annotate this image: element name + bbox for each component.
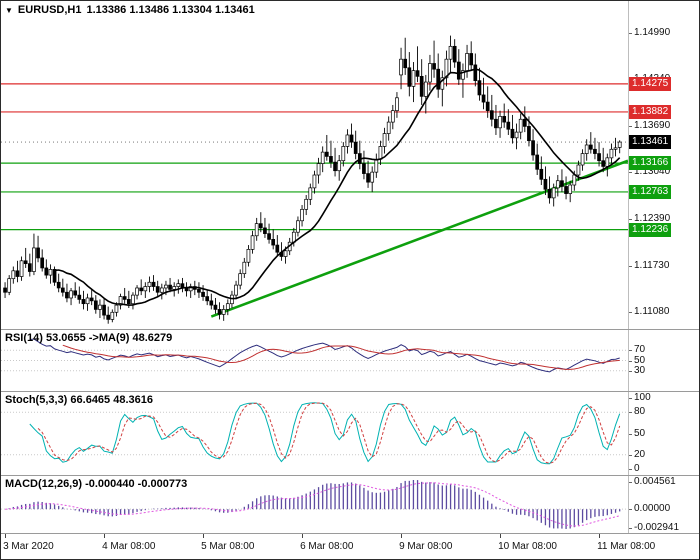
macd-axis-label: 0.004561 — [629, 476, 676, 487]
price-axis-label: 1.11730 — [629, 259, 670, 271]
trendline[interactable] — [210, 159, 628, 318]
time-axis-label: 5 Mar 08:00 — [201, 541, 255, 552]
stoch-axis-label: 0 — [629, 463, 640, 474]
rsi-axis[interactable]: 70 50 30 — [628, 330, 699, 391]
macd-axis[interactable]: 0.004561 0.00000 -0.002941 — [628, 476, 699, 533]
main-chart-canvas[interactable]: ▼ EURUSD,H1 1.13386 1.13486 1.13304 1.13… — [1, 1, 628, 329]
time-axis-label: 4 Mar 08:00 — [102, 541, 156, 552]
rsi-ma-line — [62, 344, 620, 370]
macd-title: MACD(12,26,9) -0.000440 -0.000773 — [5, 478, 188, 490]
stoch-axis-label: 100 — [629, 392, 651, 403]
rsi-axis-label: 30 — [629, 364, 646, 376]
macd-histogram — [8, 480, 621, 529]
macd-panel: MACD(12,26,9) -0.000440 -0.000773 0.0045… — [1, 475, 699, 533]
support-price-label: 1.12236 — [629, 222, 672, 237]
price-axis-label: 1.13040 — [629, 166, 671, 178]
stoch-axis-label: 20 — [629, 448, 646, 460]
price-axis-label: 1.12390 — [629, 212, 671, 224]
time-axis-label: 11 Mar 08:00 — [597, 541, 656, 552]
resistance-price-label: 1.14275 — [629, 76, 672, 91]
time-axis-label: 3 Mar 2020 — [3, 541, 54, 552]
main-chart-panel: ▼ EURUSD,H1 1.13386 1.13486 1.13304 1.13… — [1, 1, 699, 329]
moving-average-line — [54, 68, 621, 307]
price-axis-label: 1.11080 — [629, 306, 670, 318]
chart-dropdown-icon[interactable]: ▼ — [5, 5, 13, 15]
stochastic-title: Stoch(5,3,3) 66.6465 48.3616 — [5, 394, 153, 406]
time-axis-label: 6 Mar 08:00 — [300, 541, 354, 552]
stoch-k-line — [29, 402, 621, 465]
rsi-title: RSI(14) 53.0655 ->MA(9) 48.6279 — [5, 332, 173, 344]
time-axis-tick — [401, 534, 403, 538]
rsi-canvas[interactable]: RSI(14) 53.0655 ->MA(9) 48.6279 — [1, 330, 628, 391]
support-price-label: 1.13166 — [629, 156, 672, 171]
support-price-label: 1.12763 — [629, 184, 672, 199]
chart-ohlc-values: 1.13386 1.13486 1.13304 1.13461 — [86, 4, 255, 16]
resistance-price-label: 1.13882 — [629, 104, 672, 119]
chart-symbol-timeframe: EURUSD,H1 — [17, 4, 82, 16]
time-axis-label: 9 Mar 08:00 — [399, 541, 453, 552]
stoch-axis-label: 80 — [629, 406, 646, 418]
time-axis-label: 10 Mar 08:00 — [498, 541, 557, 552]
stochastic-panel: Stoch(5,3,3) 66.6465 48.3616 100 80 50 20 0 — [1, 391, 699, 475]
rsi-panel: RSI(14) 53.0655 ->MA(9) 48.6279 70 50 30 — [1, 329, 699, 391]
current-price-label: 1.13461 — [629, 135, 672, 150]
rsi-axis-label: 70 — [629, 344, 646, 356]
stochastic-axis[interactable]: 100 80 50 20 0 — [628, 392, 699, 475]
time-axis-tick — [203, 534, 205, 538]
time-axis-tick — [5, 534, 7, 538]
rsi-axis-label: 50 — [629, 354, 646, 366]
stoch-d-line — [37, 402, 621, 464]
candles-series — [3, 35, 622, 324]
time-axis-tick — [104, 534, 106, 538]
macd-canvas[interactable]: MACD(12,26,9) -0.000440 -0.000773 — [1, 476, 628, 533]
stoch-axis-label: 50 — [629, 427, 646, 439]
macd-axis-label: -0.002941 — [629, 522, 680, 533]
time-axis-tick — [302, 534, 304, 538]
price-axis-label: 1.14990 — [629, 26, 671, 38]
time-axis-tick — [500, 534, 502, 538]
time-axis-tick — [599, 534, 601, 538]
time-axis[interactable]: 3 Mar 2020 4 Mar 08:00 5 Mar 08:00 6 Mar 08… — [1, 533, 699, 559]
price-axis-label: 1.13690 — [629, 119, 671, 131]
chart-title: ▼ EURUSD,H1 1.13386 1.13486 1.13304 1.13… — [5, 4, 255, 16]
stochastic-canvas[interactable]: Stoch(5,3,3) 66.6465 48.3616 — [1, 392, 628, 475]
macd-axis-label: 0.00000 — [629, 503, 671, 515]
macd-signal-line — [5, 482, 620, 527]
price-axis[interactable]: 1.14275 1.13882 1.13166 1.12763 1.12236 1.149… — [628, 1, 699, 329]
